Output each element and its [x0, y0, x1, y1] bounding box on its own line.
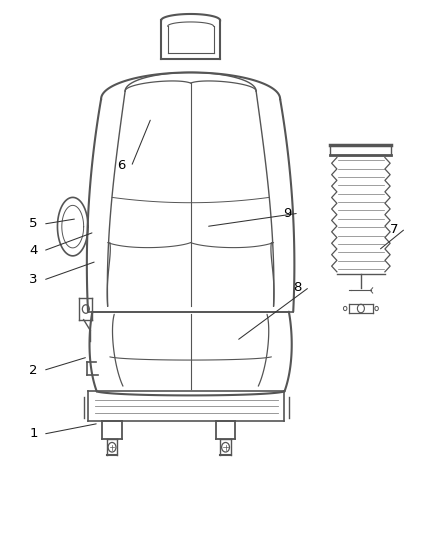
Text: 7: 7 — [389, 223, 398, 236]
Text: 6: 6 — [117, 159, 125, 172]
Text: 3: 3 — [29, 273, 38, 286]
Text: 1: 1 — [29, 427, 38, 440]
Text: 2: 2 — [29, 364, 38, 377]
Text: 4: 4 — [29, 244, 38, 257]
Text: 5: 5 — [29, 217, 38, 230]
Text: 8: 8 — [293, 281, 302, 294]
Text: 9: 9 — [283, 207, 291, 220]
